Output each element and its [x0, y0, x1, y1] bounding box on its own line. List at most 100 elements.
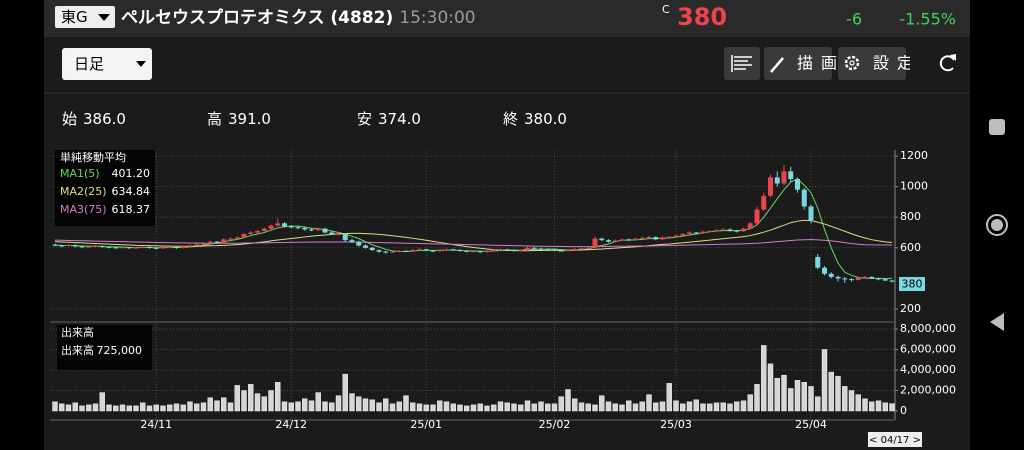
y-tick-label: 1000 [900, 180, 928, 193]
volume-bar [639, 401, 645, 412]
volume-bar [869, 401, 875, 412]
button-bg[interactable] [838, 47, 906, 80]
indicator-button[interactable] [724, 47, 760, 80]
volume-bar [443, 401, 450, 412]
y-tick-label: 200 [900, 302, 921, 315]
x-tick-label: 25/02 [539, 418, 571, 431]
candle-body [113, 247, 119, 249]
candle-body [356, 241, 362, 246]
candle-body [862, 276, 868, 278]
pencil-icon [770, 57, 784, 73]
volume-bar [477, 403, 483, 412]
volume-legend-label: 出来高 [61, 343, 94, 357]
volume-bar [740, 400, 747, 412]
button-bg[interactable] [764, 47, 832, 80]
volume-bar [450, 403, 456, 412]
volume-bar [808, 386, 814, 412]
refresh-icon[interactable] [939, 55, 955, 72]
candle-body [59, 245, 65, 247]
y-tick-label: 1200 [900, 149, 928, 162]
summary-item: 始 386.0 [62, 110, 126, 128]
refresh-button[interactable] [939, 54, 956, 72]
gear-icon [844, 55, 860, 71]
candle-body [376, 250, 382, 252]
nav-back[interactable] [990, 313, 1004, 331]
nav-recents[interactable] [989, 119, 1005, 135]
candle-body [889, 280, 895, 282]
dropdown-arrow[interactable] [136, 61, 146, 67]
candle-body [174, 247, 179, 249]
volume-title: 出来高 [61, 325, 94, 339]
candle-body [768, 177, 773, 196]
volume-bar [511, 403, 517, 412]
volume-bar [430, 404, 436, 412]
volume-bar [518, 404, 524, 412]
volume-bar [626, 400, 632, 412]
volume-bar [281, 401, 288, 412]
button-bg[interactable] [724, 47, 760, 80]
volume-bar [565, 389, 571, 412]
period-box[interactable] [62, 48, 152, 80]
settings-label[interactable]: 設定 [873, 54, 921, 73]
price-change-pct: -1.55% [899, 10, 956, 29]
volume-bar [612, 403, 618, 412]
volume-bar [875, 400, 882, 412]
volume-legend-box [57, 325, 152, 370]
market-selector[interactable]: 東G [55, 6, 115, 28]
ohlc-summary: 始 386.0 高 391.0 安 374.0 終 380.0 [62, 110, 567, 128]
nav-home[interactable] [986, 214, 1008, 236]
x-tick-label: 25/04 [795, 418, 827, 431]
volume-bar [572, 398, 578, 412]
nav-home-dot[interactable] [991, 219, 1003, 231]
candle-body [666, 236, 672, 238]
y-tick-label: 4,000,000 [900, 363, 956, 376]
candle-body [234, 237, 240, 239]
market-box[interactable] [55, 6, 115, 28]
candle-body [288, 226, 294, 228]
candle-body [774, 177, 780, 184]
volume-bar [497, 401, 504, 412]
candle-body [52, 244, 58, 246]
candle-body [147, 246, 152, 248]
volume-bar [410, 402, 416, 412]
volume-bar [680, 403, 686, 412]
dropdown-arrow[interactable] [98, 14, 110, 21]
candle-body [552, 249, 557, 251]
candle-body [592, 238, 598, 248]
volume-bar [491, 404, 497, 412]
volume-bar [72, 402, 78, 412]
market-label[interactable]: 東G [61, 8, 88, 26]
volume-bar [221, 397, 227, 412]
summary-value: 380.0 [524, 110, 567, 128]
draw-button[interactable]: 描画 [764, 47, 845, 80]
volume-bar [592, 404, 598, 412]
period-label[interactable]: 日足 [74, 55, 104, 73]
draw-label[interactable]: 描画 [797, 54, 845, 73]
candle-body [626, 239, 632, 241]
period-selector[interactable]: 日足 [62, 48, 152, 80]
volume-bar [599, 395, 605, 412]
volume-bar [362, 398, 369, 412]
candle-body [525, 247, 530, 251]
candle-body [464, 250, 470, 252]
candle-body [835, 276, 841, 279]
volume-bar [774, 378, 780, 412]
volume-bar [376, 402, 382, 412]
volume-bar [585, 403, 591, 412]
volume-bar [470, 404, 477, 412]
refresh-arrow[interactable] [950, 54, 956, 61]
stock-name: ペルセウスプロテオミクス (4882) [121, 7, 393, 28]
candle-body [268, 225, 274, 229]
last-price-tag [899, 277, 925, 291]
candle-body [133, 247, 139, 249]
settings-button[interactable]: 設定 [838, 47, 921, 80]
price-change: -6 [846, 10, 862, 29]
volume-bar [700, 403, 706, 412]
candle-body [869, 276, 875, 279]
volume-bar [342, 373, 348, 412]
volume-bar [59, 403, 65, 412]
volume-bar [734, 401, 740, 412]
volume-bar [605, 401, 612, 412]
candle-body [673, 235, 679, 237]
